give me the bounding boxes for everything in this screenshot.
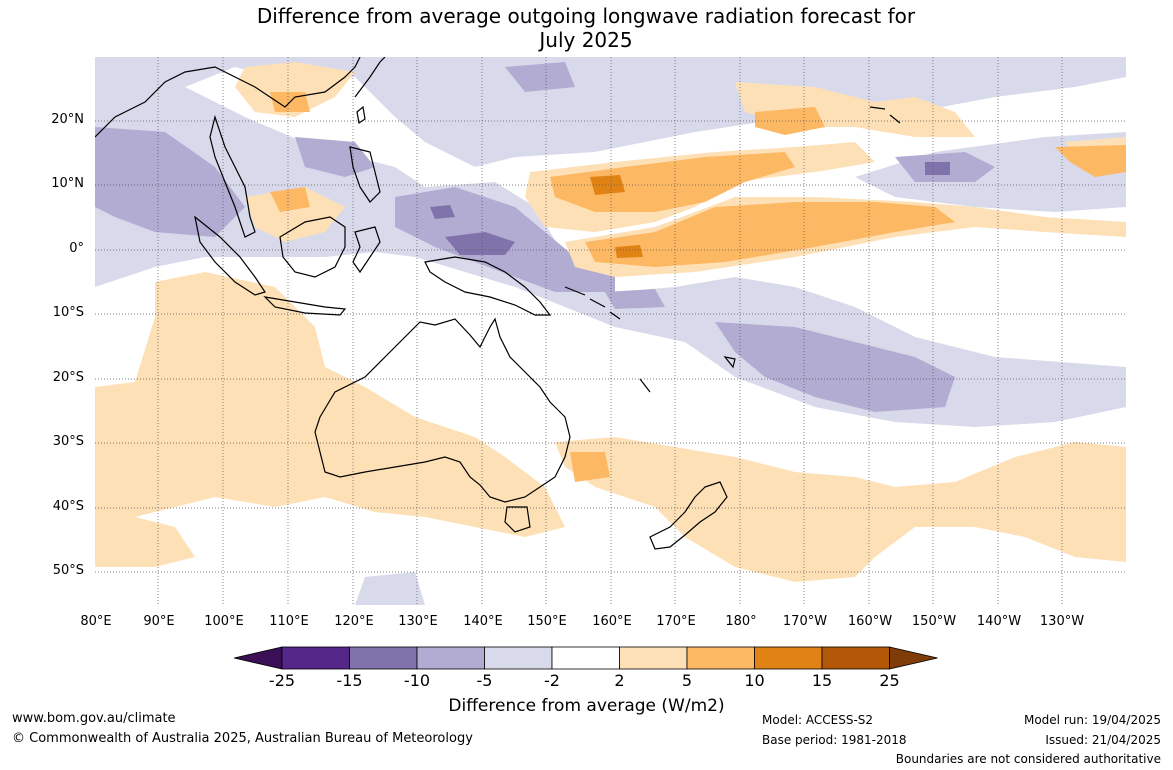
legend-swatch — [619, 646, 688, 670]
legend-swatch — [281, 646, 350, 670]
lon-label-100e: 100°E — [204, 614, 244, 629]
lat-label-20s: 20°S — [52, 370, 84, 385]
lat-label-10n: 10°N — [51, 176, 84, 191]
sulawesi-coastline — [352, 226, 381, 274]
map-title: Difference from average outgoing longwav… — [0, 4, 1173, 52]
lon-label-110e: 110°E — [269, 614, 309, 629]
taiwan-coastline — [356, 105, 366, 125]
legend-swatch — [349, 646, 418, 670]
philippines-coastline — [349, 146, 381, 203]
legend-tick-label: 15 — [811, 671, 833, 690]
solomon-islands-coastline — [564, 286, 621, 320]
footer-model: Model: ACCESS-S2 — [762, 713, 874, 727]
legend-tick-label: -15 — [336, 671, 363, 690]
footer-base-period: Base period: 1981-2018 — [762, 733, 907, 747]
lat-label-20n: 20°N — [51, 112, 84, 127]
footer-copyright: © Commonwealth of Australia 2025, Austra… — [12, 731, 473, 746]
olr-anomaly-map — [95, 57, 1126, 605]
sumatra-coastline — [194, 215, 266, 296]
lon-label-170w: 170°W — [782, 614, 828, 629]
lon-label-120e: 120°E — [334, 614, 374, 629]
lon-label-80e: 80°E — [80, 614, 112, 629]
new-guinea-coastline — [424, 256, 552, 316]
footer-model-run: Model run: 19/04/2025 — [1023, 713, 1161, 727]
lat-label-40s: 40°S — [52, 499, 84, 514]
lon-label-180: 180° — [725, 614, 757, 629]
java-coastline — [263, 296, 347, 316]
lat-label-50s: 50°S — [52, 563, 84, 578]
fiji-coastline — [639, 356, 736, 393]
lon-label-130e: 130°E — [398, 614, 438, 629]
lon-label-90e: 90°E — [143, 614, 175, 629]
legend-tick-label: 10 — [744, 671, 765, 690]
lat-label-30s: 30°S — [52, 434, 84, 449]
lon-label-150e: 150°E — [527, 614, 567, 629]
new-zealand-coastline — [649, 481, 728, 550]
map-area — [95, 57, 1126, 605]
lon-label-170e: 170°E — [656, 614, 696, 629]
hawaii-coastline — [869, 106, 901, 124]
australia-coastline — [314, 317, 571, 503]
legend-tick-label: -5 — [476, 671, 493, 690]
lon-label-140w: 140°W — [976, 614, 1022, 629]
graticule — [95, 57, 1126, 605]
lon-label-150w: 150°W — [911, 614, 957, 629]
legend-tick-label: 25 — [879, 671, 900, 690]
anomaly-shading-dark-orange — [590, 175, 643, 258]
title-line-1: Difference from average outgoing longwav… — [256, 4, 916, 28]
legend-swatch — [821, 646, 890, 670]
lon-label-160e: 160°E — [592, 614, 632, 629]
legend-swatch — [551, 646, 620, 670]
legend-swatches — [234, 646, 938, 670]
legend-title: Difference from average (W/m2) — [448, 696, 725, 716]
legend-swatch — [416, 646, 485, 670]
lon-label-130w: 130°W — [1039, 614, 1085, 629]
legend-tick-label: 2 — [614, 671, 625, 690]
legend-swatch-above-max — [889, 646, 938, 670]
anomaly-shading-mid-purple — [95, 62, 995, 412]
anomaly-shading-mid-orange — [270, 92, 1126, 482]
japan-coastline — [354, 57, 386, 98]
title-line-2: July 2025 — [539, 28, 633, 52]
lon-label-160w: 160°W — [847, 614, 893, 629]
footer-disclaimer: Boundaries are not considered authoritat… — [895, 752, 1161, 766]
mainland-asia-coastline — [95, 57, 361, 238]
colorbar-legend — [234, 646, 938, 670]
footer-issued: Issued: 21/04/2025 — [1045, 733, 1161, 747]
legend-swatch-below-min — [234, 646, 283, 670]
legend-tick-label: 5 — [681, 671, 693, 690]
lon-label-140e: 140°E — [463, 614, 503, 629]
coastlines — [95, 57, 901, 550]
footer-url[interactable]: www.bom.gov.au/climate — [12, 711, 176, 726]
legend-tick-label: -2 — [544, 671, 560, 690]
legend-tick-label: -25 — [268, 671, 296, 690]
legend-swatch — [484, 646, 553, 670]
lat-label-equator: 0° — [69, 241, 84, 256]
legend-swatch — [754, 646, 823, 670]
borneo-coastline — [279, 216, 346, 278]
tasmania-coastline — [504, 506, 531, 533]
legend-tick-label: -10 — [403, 671, 431, 690]
legend-swatch — [686, 646, 755, 670]
lat-label-10s: 10°S — [52, 305, 84, 320]
anomaly-shading-dark-purple — [430, 162, 950, 255]
